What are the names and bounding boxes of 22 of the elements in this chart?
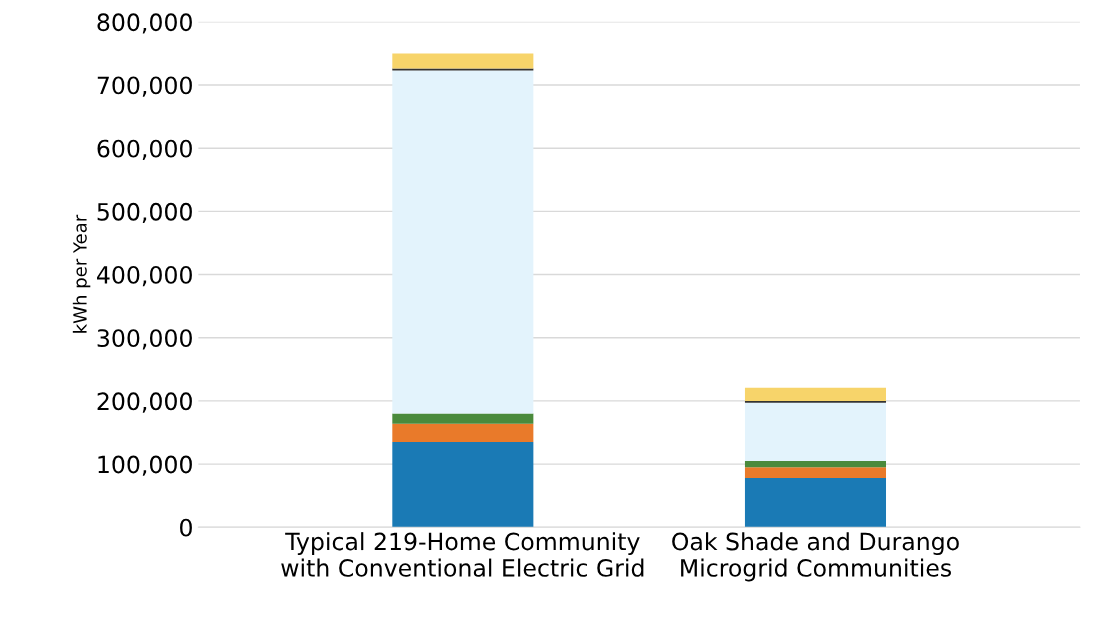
y-tick-label: 500,000 xyxy=(97,202,192,224)
y-tick-label: 300,000 xyxy=(97,329,192,350)
y-tick-label: 800,000 xyxy=(97,13,192,34)
y-tick-label: 700,000 xyxy=(97,76,192,97)
y-tick-label: 600,000 xyxy=(97,139,192,160)
bar xyxy=(392,423,534,442)
y-tick-label: 200,000 xyxy=(97,392,192,413)
y-tick-label: 100,000 xyxy=(98,455,192,476)
bar xyxy=(744,478,887,528)
bar xyxy=(744,467,887,478)
bar xyxy=(392,441,534,528)
bar xyxy=(392,53,534,69)
bar xyxy=(744,387,887,401)
x-tick-label: Typical 219-Home Community with Conventional Electric Grid xyxy=(281,532,644,577)
y-tick-label: 400,000 xyxy=(97,266,192,287)
bar xyxy=(744,460,887,468)
y-tick-label: 0 xyxy=(180,518,192,537)
bar xyxy=(392,70,534,414)
x-tick-label: Oak Shade and Durango Microgrid Communities xyxy=(672,532,959,582)
bar xyxy=(744,402,887,461)
bar xyxy=(392,413,534,424)
y-axis-title: kWh per Year xyxy=(72,214,91,333)
